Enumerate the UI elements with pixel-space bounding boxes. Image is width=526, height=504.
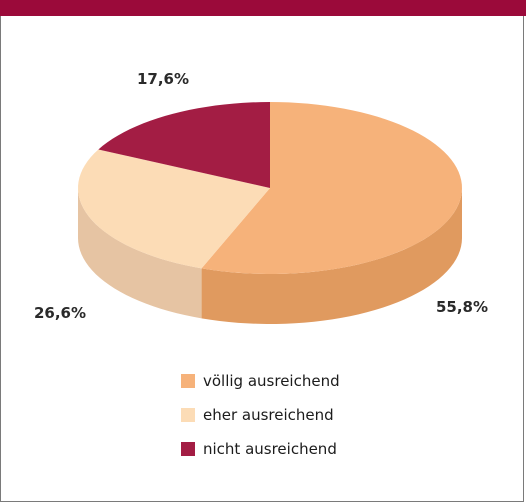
header-bar	[0, 0, 526, 16]
data-label-voellig: 55,8%	[436, 298, 488, 316]
legend-swatch-voellig	[181, 374, 195, 388]
legend-label-voellig: völlig ausreichend	[203, 372, 340, 390]
legend-swatch-eher	[181, 408, 195, 422]
legend-label-nicht: nicht ausreichend	[203, 440, 337, 458]
pie-slice-eher	[78, 149, 270, 269]
pie-slice-voellig	[201, 102, 462, 274]
pie-layer	[78, 102, 462, 324]
pie-side-eher	[78, 188, 202, 319]
legend: völlig ausreichend eher ausreichend nich…	[181, 372, 340, 458]
data-label-nicht: 17,6%	[137, 70, 189, 88]
legend-label-eher: eher ausreichend	[203, 406, 334, 424]
pie-slice-nicht	[98, 102, 270, 188]
pie-side-voellig	[201, 188, 462, 324]
legend-swatch-nicht	[181, 442, 195, 456]
data-label-eher: 26,6%	[34, 304, 86, 322]
